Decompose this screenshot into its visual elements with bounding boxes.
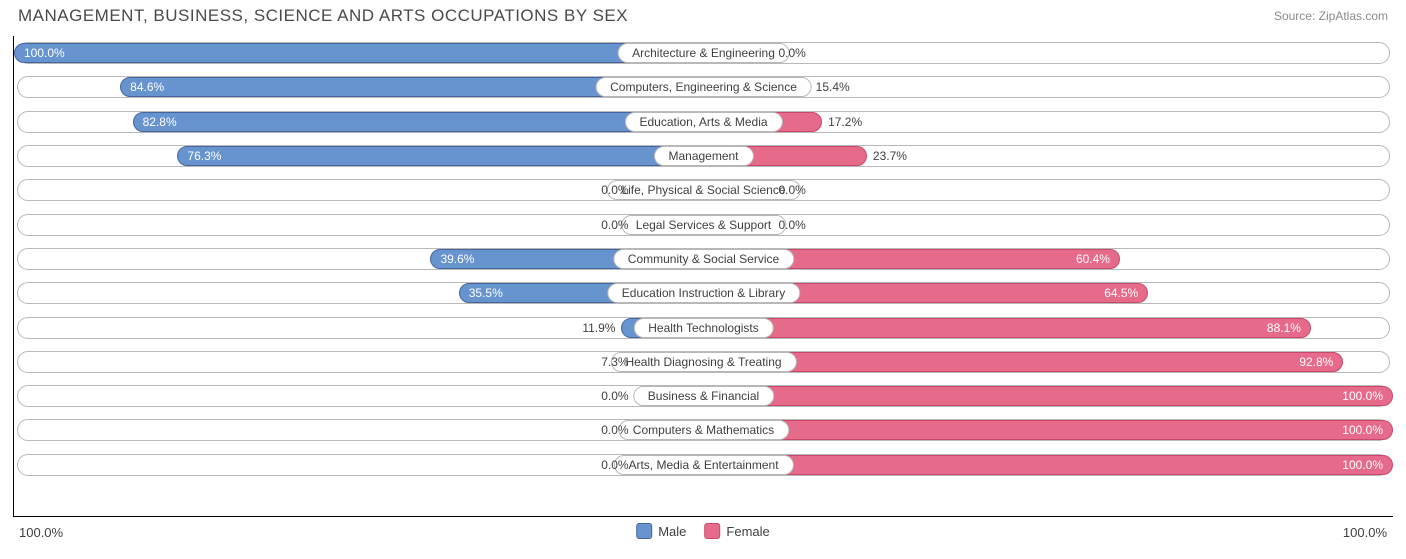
category-label: Legal Services & Support <box>621 215 786 235</box>
female-value-label: 100.0% <box>1342 458 1383 472</box>
male-value-label: 0.0% <box>601 389 628 403</box>
axis-right-label: 100.0% <box>1343 525 1387 540</box>
male-value-label: 0.0% <box>601 423 628 437</box>
female-value-label: 0.0% <box>778 46 805 60</box>
chart-row: Computers & Mathematics0.0% 100.0% <box>14 413 1393 447</box>
male-value-label: 76.3% <box>187 149 221 163</box>
chart-title: MANAGEMENT, BUSINESS, SCIENCE AND ARTS O… <box>18 6 628 26</box>
female-bar <box>704 352 1344 372</box>
legend-male-label: Male <box>658 524 686 539</box>
male-value-label: 11.9% <box>582 321 615 335</box>
female-value-label: 60.4% <box>1076 252 1110 266</box>
male-bar <box>177 146 703 166</box>
chart-row: Education Instruction & Library 35.5% 64.5… <box>14 276 1393 310</box>
chart-row: Business & Financial 0.0% 100.0% <box>14 379 1393 413</box>
male-value-label: 7.3% <box>601 355 628 369</box>
footer: 100.0% Male Female 100.0% <box>13 521 1393 549</box>
category-label: Computers & Mathematics <box>618 420 789 440</box>
category-label: Computers, Engineering & Science <box>595 77 812 97</box>
category-label: Education, Arts & Media <box>624 112 782 132</box>
female-value-label: 17.2% <box>828 115 862 129</box>
chart-row: Education, Arts & Media 82.8% 17.2% <box>14 105 1393 139</box>
female-value-label: 100.0% <box>1342 423 1383 437</box>
category-label: Architecture & Engineering <box>617 43 790 63</box>
category-label: Arts, Media & Entertainment <box>613 455 793 475</box>
category-label: Education Instruction & Library <box>607 283 800 303</box>
category-label: Health Diagnosing & Treating <box>610 352 796 372</box>
chart-area: Architecture & Engineering100.0%0.0%Comp… <box>13 36 1393 517</box>
category-label: Community & Social Service <box>613 249 794 269</box>
chart-row: Health Diagnosing & Treating7.3% 92.8% <box>14 345 1393 379</box>
male-value-label: 39.6% <box>440 252 474 266</box>
male-value-label: 0.0% <box>601 183 628 197</box>
female-bar <box>704 318 1311 338</box>
axis-left-label: 100.0% <box>19 525 63 540</box>
female-value-label: 23.7% <box>873 149 907 163</box>
female-swatch-icon <box>704 523 720 539</box>
chart-row: Health Technologists 11.9% 88.1% <box>14 310 1393 344</box>
male-swatch-icon <box>636 523 652 539</box>
chart-row: Community & Social Service 39.6% 60.4% <box>14 242 1393 276</box>
source-attribution: Source: ZipAtlas.com <box>1274 6 1388 23</box>
male-value-label: 100.0% <box>24 46 65 60</box>
chart-row: Legal Services & Support0.0% 0.0% <box>14 207 1393 241</box>
legend-female-label: Female <box>726 524 769 539</box>
male-bar <box>133 112 704 132</box>
female-value-label: 0.0% <box>778 183 805 197</box>
male-value-label: 0.0% <box>601 218 628 232</box>
category-label: Life, Physical & Social Science <box>606 180 800 200</box>
female-bar <box>704 386 1394 406</box>
chart-row: Arts, Media & Entertainment0.0% 100.0% <box>14 448 1393 482</box>
legend-item-female: Female <box>704 523 769 539</box>
female-bar <box>704 420 1394 440</box>
category-label: Management <box>653 146 753 166</box>
category-label: Health Technologists <box>633 318 774 338</box>
male-value-label: 35.5% <box>469 286 503 300</box>
legend: Male Female <box>636 523 770 539</box>
header: MANAGEMENT, BUSINESS, SCIENCE AND ARTS O… <box>0 0 1406 26</box>
female-value-label: 92.8% <box>1299 355 1333 369</box>
female-value-label: 64.5% <box>1104 286 1138 300</box>
chart-row: Life, Physical & Social Science0.0% 0.0% <box>14 173 1393 207</box>
legend-item-male: Male <box>636 523 686 539</box>
female-value-label: 15.4% <box>816 80 850 94</box>
female-value-label: 88.1% <box>1267 321 1301 335</box>
category-label: Business & Financial <box>633 386 774 406</box>
male-bar <box>14 43 704 63</box>
female-value-label: 0.0% <box>778 218 805 232</box>
male-value-label: 84.6% <box>130 80 164 94</box>
chart-row: Management 76.3% 23.7% <box>14 139 1393 173</box>
chart-row: Architecture & Engineering 100.0% 0.0% <box>14 36 1393 70</box>
male-value-label: 82.8% <box>143 115 177 129</box>
male-value-label: 0.0% <box>601 458 628 472</box>
chart-row: Computers, Engineering & Science 84.6% 15.… <box>14 70 1393 104</box>
female-value-label: 100.0% <box>1342 389 1383 403</box>
female-bar <box>704 455 1394 475</box>
